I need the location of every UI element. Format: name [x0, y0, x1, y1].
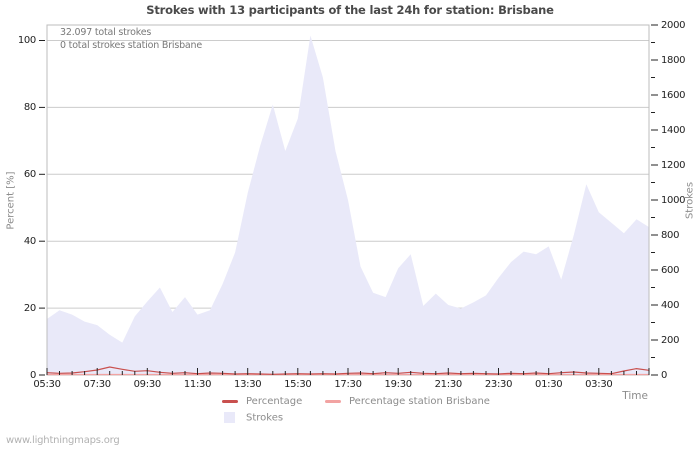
right-axis-tick-label: 1600 [661, 89, 686, 101]
x-axis-tick-label: 03:30 [585, 379, 613, 390]
right-axis-tick-label: 1200 [661, 159, 686, 171]
legend-label: Strokes [246, 412, 284, 424]
right-axis-tick-label: 800 [661, 229, 680, 241]
strokes-area-swatch [224, 412, 235, 423]
x-axis-tick-label: 13:30 [234, 379, 262, 390]
right-axis-tick-label: 200 [661, 334, 680, 346]
percentage-line-swatch [222, 399, 238, 403]
x-axis-tick-label: 21:30 [434, 379, 463, 390]
station-total-strokes-annotation: 0 total strokes station Brisbane [60, 40, 203, 51]
x-axis-tick-label: 05:30 [33, 379, 61, 390]
legend-label: Percentage [246, 396, 303, 407]
right-axis-tick-label: 1800 [661, 54, 686, 66]
x-axis-tick-label: 15:30 [284, 379, 312, 390]
legend-item-strokes: Strokes [224, 412, 283, 424]
x-axis-tick-label: 09:30 [133, 379, 162, 390]
legend-item-percentage-station: Percentage station Brisbane [325, 396, 490, 407]
total-strokes-annotation: 32.097 total strokes [60, 27, 152, 38]
right-axis-tick-label: 600 [661, 264, 680, 276]
legend-label: Percentage station Brisbane [349, 396, 490, 407]
right-axis-tick-label: 400 [661, 299, 680, 311]
x-axis-tick-label: 19:30 [384, 379, 413, 390]
right-axis-tick-label: 2000 [661, 19, 686, 31]
right-axis-tick-label: 1000 [661, 194, 686, 206]
left-axis-tick-label: 0 [29, 369, 36, 381]
left-axis-tick-label: 100 [17, 35, 36, 46]
x-axis-title: Time [622, 390, 648, 402]
left-axis-tick-label: 60 [23, 168, 36, 180]
x-axis-tick-label: 07:30 [83, 379, 112, 390]
left-axis-tick-label: 20 [23, 302, 36, 314]
left-axis-tick-label: 40 [23, 235, 36, 247]
x-axis-tick-label: 11:30 [183, 379, 212, 390]
right-axis-tick-label: 1400 [661, 124, 686, 136]
left-axis-title: Percent [%] [5, 171, 17, 230]
station-line-swatch [325, 399, 341, 403]
strokes-area [47, 35, 649, 375]
watermark-link[interactable]: www.lightningmaps.org [6, 435, 120, 446]
x-axis-tick-label: 17:30 [334, 379, 362, 390]
legend-item-percentage: Percentage [222, 396, 302, 407]
x-axis-tick-label: 23:30 [484, 379, 513, 390]
left-axis-tick-label: 80 [23, 101, 36, 113]
right-axis-tick-label: 0 [661, 369, 668, 381]
chart-title: Strokes with 13 participants of the last… [146, 3, 554, 17]
x-axis-tick-label: 01:30 [535, 379, 563, 390]
